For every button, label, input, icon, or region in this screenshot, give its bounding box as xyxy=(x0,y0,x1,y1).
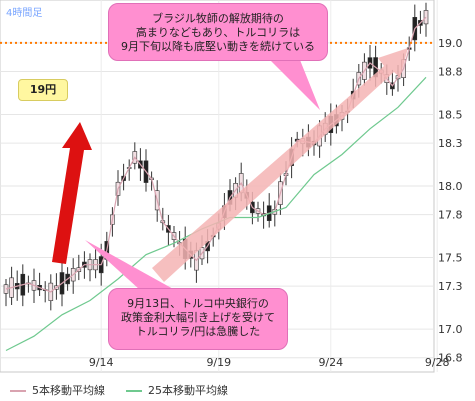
y-tick-label: 18.3 xyxy=(438,137,463,150)
x-tick-label: 9/14 xyxy=(89,356,114,369)
ma-short-line xyxy=(5,16,427,293)
callout-top-line: 9月下旬以降も底堅い動きを続けている xyxy=(121,40,315,53)
legend-swatch xyxy=(126,390,142,392)
callout-top-line: 高まりなどもあり、トルコリラは xyxy=(135,26,301,39)
callout-top: ブラジル牧師の解放期待の 高まりなどもあり、トルコリラは 9月下旬以降も底堅い動… xyxy=(108,3,328,61)
callout-bottom-line: 政策金利大幅引き上げを受けて xyxy=(121,311,275,324)
callout-top-pointer xyxy=(270,60,320,110)
y-tick-label: 17.0 xyxy=(438,323,463,336)
timeframe-label: 4時間足 xyxy=(6,8,43,19)
y-tick-label: 16.8 xyxy=(438,352,463,365)
callout-bottom: 9月13日、トルコ中央銀行の 政策金利大幅引き上げを受けて トルコリラ/円は急騰… xyxy=(108,288,288,350)
y-tick-label: 18.0 xyxy=(438,180,463,193)
legend: 5本移動平均線 25本移動平均線 xyxy=(0,376,475,401)
y-tick-label: 17.3 xyxy=(438,280,463,293)
candle-body xyxy=(423,10,429,25)
legend-swatch xyxy=(10,390,26,392)
x-tick-label: 9/24 xyxy=(318,356,343,369)
y-axis: 16.8 17.0 17.3 17.5 17.8 18.0 18.3 18.5 18.8 19.0 xyxy=(438,37,463,365)
up-arrow xyxy=(52,122,92,264)
legend-item-ma25: 25本移動平均線 xyxy=(126,382,228,398)
callout-bottom-line: 9月13日、トルコ中央銀行の xyxy=(127,297,269,310)
y-tick-label: 17.5 xyxy=(438,252,463,265)
x-tick-label: 9/19 xyxy=(206,356,231,369)
legend-label: 25本移動平均線 xyxy=(148,384,228,397)
y-tick-label: 18.8 xyxy=(438,66,463,79)
y-tick-label: 19.0 xyxy=(438,37,463,50)
y-tick-label: 17.8 xyxy=(438,209,463,222)
trend-arrow xyxy=(152,48,408,282)
y-tick-label: 18.5 xyxy=(438,108,463,121)
callout-bottom-pointer xyxy=(85,240,175,290)
legend-label: 5本移動平均線 xyxy=(32,384,105,397)
x-axis: 9/14 9/19 9/24 9/28 xyxy=(89,356,450,369)
legend-item-ma5: 5本移動平均線 xyxy=(10,382,105,398)
callout-top-line: ブラジル牧師の解放期待の xyxy=(152,12,284,25)
price-badge: 19円 xyxy=(18,79,68,101)
callout-bottom-line: トルコリラ/円は急騰した xyxy=(135,325,261,338)
x-tick-label: 9/28 xyxy=(425,356,450,369)
